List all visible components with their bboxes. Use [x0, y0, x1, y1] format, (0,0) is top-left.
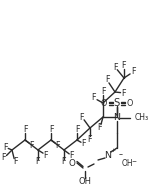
Text: −: − — [131, 158, 136, 164]
Text: CH₃: CH₃ — [135, 113, 149, 122]
Text: F: F — [92, 94, 96, 102]
Text: F: F — [2, 153, 6, 163]
Text: F: F — [101, 87, 105, 95]
Text: F: F — [13, 158, 17, 166]
Text: F: F — [75, 125, 79, 133]
Text: F: F — [62, 158, 66, 166]
Text: +: + — [110, 147, 116, 152]
Text: F: F — [70, 152, 74, 160]
Text: O: O — [127, 99, 133, 107]
Text: F: F — [98, 124, 102, 133]
Text: F: F — [23, 125, 27, 133]
Text: F: F — [36, 158, 40, 166]
Text: F: F — [113, 62, 117, 72]
Text: O: O — [101, 99, 107, 107]
Text: F: F — [44, 151, 48, 159]
Text: S: S — [114, 98, 120, 108]
Text: F: F — [88, 134, 92, 144]
Text: F: F — [80, 113, 84, 121]
Text: F: F — [82, 139, 86, 148]
Text: F: F — [3, 143, 7, 152]
Text: OH: OH — [79, 177, 91, 185]
Text: F: F — [105, 75, 109, 85]
Text: N: N — [105, 151, 111, 159]
Text: N: N — [113, 113, 120, 122]
Text: OH: OH — [122, 158, 134, 167]
Text: F: F — [49, 125, 53, 133]
Text: F: F — [56, 140, 60, 150]
Text: O: O — [69, 158, 75, 167]
Text: –: – — [119, 151, 123, 159]
Text: F: F — [30, 140, 34, 150]
Text: F: F — [122, 88, 126, 98]
Text: F: F — [122, 61, 126, 69]
Text: F: F — [131, 68, 135, 76]
